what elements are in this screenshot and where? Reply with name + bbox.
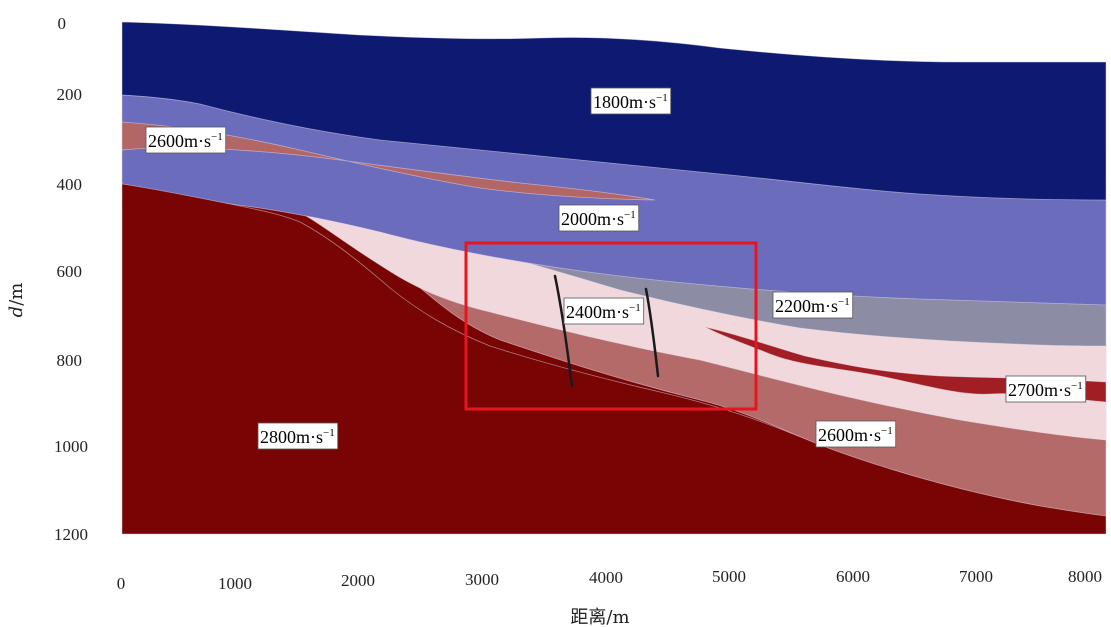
velocity-label-text: 2700m·s−1 bbox=[1008, 380, 1083, 400]
x-tick-label: 5000 bbox=[712, 567, 746, 586]
velocity-label-text: 2600m·s−1 bbox=[148, 131, 223, 151]
velocity-label-2700: 2700m·s−1 bbox=[1005, 375, 1087, 403]
layer-2600-upper bbox=[121, 121, 656, 201]
y-tick-label: 1000 bbox=[54, 437, 88, 456]
velocity-label-text: 2200m·s−1 bbox=[775, 296, 850, 316]
velocity-label-box bbox=[257, 422, 339, 450]
svg-text:d/m: d/m bbox=[6, 283, 27, 318]
velocity-label-text: 2000m·s−1 bbox=[561, 209, 636, 229]
y-tick-label: 400 bbox=[57, 175, 83, 194]
y-tick-label: 0 bbox=[58, 14, 67, 33]
fault-line-right bbox=[644, 287, 660, 378]
y-tick-label: 800 bbox=[57, 351, 83, 370]
x-axis-title: 距离/m bbox=[570, 607, 629, 627]
velocity-label-2800: 2800m·s−1 bbox=[257, 422, 339, 450]
x-tick-label: 0 bbox=[117, 574, 126, 593]
y-tick-label: 600 bbox=[57, 262, 83, 281]
velocity-label-text: 2400m·s−1 bbox=[566, 302, 641, 322]
velocity-label-2600-lower: 2600m·s−1 bbox=[815, 420, 897, 448]
fault-line-left bbox=[553, 274, 574, 388]
velocity-label-text: 1800m·s−1 bbox=[593, 92, 668, 112]
velocity-label-2000: 2000m·s−1 bbox=[558, 204, 640, 232]
y-axis-title: d/m bbox=[6, 283, 27, 318]
velocity-label-2600-upper: 2600m·s−1 bbox=[145, 126, 227, 154]
x-tick-label: 8000 bbox=[1068, 567, 1102, 586]
x-axis: 0 1000 2000 3000 4000 5000 6000 7000 800… bbox=[117, 567, 1102, 593]
velocity-label-2200: 2200m·s−1 bbox=[772, 291, 854, 319]
velocity-label-1800: 1800m·s−1 bbox=[590, 87, 672, 115]
velocity-label-box bbox=[815, 420, 897, 448]
x-tick-label: 6000 bbox=[836, 567, 870, 586]
highlight-box bbox=[464, 241, 758, 411]
x-tick-label: 2000 bbox=[341, 571, 375, 590]
velocity-label-box bbox=[563, 297, 645, 325]
y-axis: 0 200 400 600 800 1000 1200 bbox=[54, 14, 88, 544]
velocity-label-text: 2800m·s−1 bbox=[260, 427, 335, 447]
velocity-label-box bbox=[1005, 375, 1087, 403]
velocity-label-2400: 2400m·s−1 bbox=[563, 297, 645, 325]
velocity-label-box bbox=[590, 87, 672, 115]
y-tick-label: 200 bbox=[57, 85, 83, 104]
velocity-label-text: 2600m·s−1 bbox=[818, 425, 893, 445]
velocity-label-box bbox=[145, 126, 227, 154]
velocity-label-box bbox=[772, 291, 854, 319]
x-tick-label: 1000 bbox=[218, 574, 252, 593]
x-tick-label: 7000 bbox=[959, 567, 993, 586]
y-tick-label: 1200 bbox=[54, 525, 88, 544]
x-tick-label: 4000 bbox=[589, 568, 623, 587]
x-tick-label: 3000 bbox=[465, 570, 499, 589]
velocity-label-box bbox=[558, 204, 640, 232]
basement-contact bbox=[121, 183, 1107, 535]
